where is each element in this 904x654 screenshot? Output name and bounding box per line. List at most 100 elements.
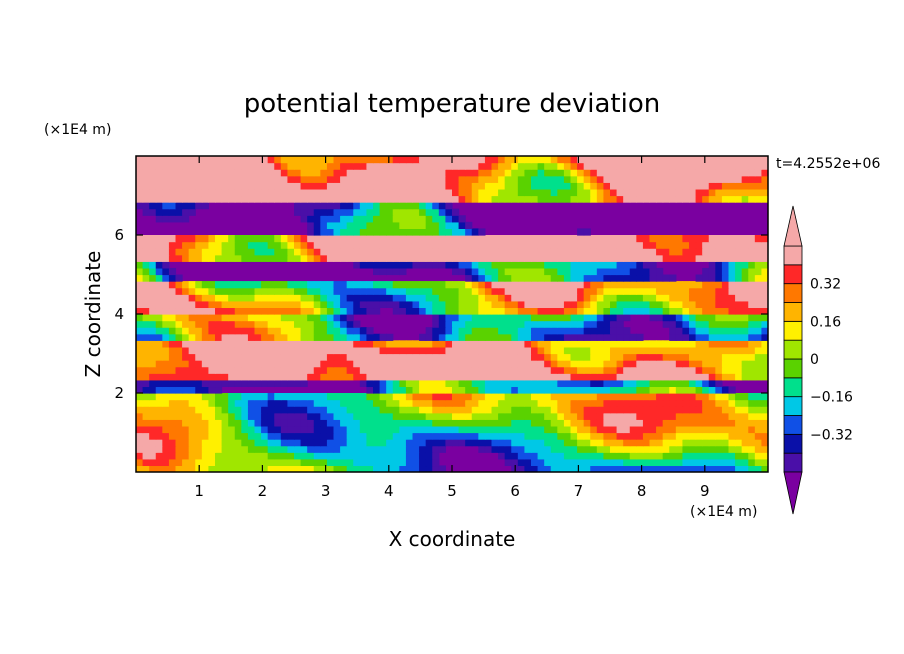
- field-cell: [320, 235, 328, 243]
- field-cell: [610, 188, 618, 197]
- field-cell: [215, 379, 223, 388]
- field-cell: [616, 287, 624, 295]
- field-cell: [379, 386, 387, 394]
- field-cell: [445, 162, 453, 170]
- field-cell: [563, 175, 572, 183]
- field-cell: [629, 393, 637, 401]
- field-cell: [136, 267, 144, 276]
- field-cell: [215, 340, 223, 348]
- field-cell: [254, 346, 262, 355]
- field-cell: [313, 346, 321, 355]
- field-cell: [142, 254, 150, 262]
- field-cell: [491, 366, 499, 374]
- field-cell: [662, 406, 670, 414]
- field-cell: [162, 320, 170, 328]
- field-cell: [649, 175, 657, 183]
- field-cell: [379, 156, 387, 164]
- field-cell: [412, 221, 420, 230]
- field-cell: [405, 425, 414, 434]
- field-cell: [741, 425, 749, 434]
- field-cell: [623, 360, 631, 368]
- field-cell: [300, 320, 308, 328]
- field-cell: [136, 294, 144, 302]
- field-cell: [307, 465, 315, 472]
- field-cell: [373, 281, 381, 289]
- field-cell: [452, 412, 460, 420]
- field-cell: [379, 235, 387, 243]
- field-cell: [570, 346, 578, 355]
- field-cell: [629, 182, 637, 190]
- field-cell: [524, 188, 532, 197]
- field-cell: [550, 452, 558, 460]
- field-cell: [708, 241, 716, 249]
- field-cell: [280, 182, 289, 190]
- field-cell: [669, 248, 677, 256]
- field-cell: [452, 379, 460, 388]
- field-cell: [280, 307, 289, 315]
- field-cell: [504, 267, 512, 276]
- field-cell: [294, 287, 302, 295]
- field-cell: [570, 458, 578, 467]
- field-cell: [221, 425, 229, 434]
- field-cell: [228, 314, 236, 322]
- field-cell: [247, 333, 256, 341]
- field-cell: [511, 406, 519, 414]
- field-cell: [682, 393, 690, 401]
- field-cell: [675, 406, 684, 414]
- field-cell: [550, 432, 558, 440]
- field-cell: [695, 425, 703, 434]
- field-cell: [531, 241, 539, 249]
- field-cell: [353, 439, 361, 447]
- field-cell: [629, 458, 637, 467]
- field-cell: [550, 287, 558, 295]
- field-cell: [320, 465, 328, 472]
- field-cell: [261, 412, 269, 420]
- field-cell: [557, 333, 565, 341]
- field-cell: [142, 156, 150, 164]
- field-cell: [583, 261, 591, 269]
- field-cell: [590, 366, 598, 374]
- field-cell: [353, 465, 361, 472]
- field-cell: [735, 307, 743, 315]
- field-cell: [287, 412, 295, 420]
- field-cell: [603, 393, 611, 401]
- field-cell: [458, 281, 466, 289]
- field-cell: [340, 340, 348, 348]
- field-cell: [136, 432, 144, 440]
- field-cell: [656, 346, 664, 355]
- field-cell: [596, 274, 605, 282]
- field-cell: [333, 314, 341, 322]
- field-cell: [234, 346, 242, 355]
- field-cell: [445, 182, 453, 190]
- field-cell: [201, 445, 210, 453]
- field-cell: [373, 340, 381, 348]
- field-cell: [155, 320, 163, 328]
- field-cell: [346, 314, 354, 322]
- field-cell: [728, 425, 736, 434]
- field-cell: [623, 393, 631, 401]
- field-cell: [596, 432, 605, 440]
- field-cell: [168, 195, 177, 203]
- field-cell: [359, 261, 368, 269]
- field-cell: [386, 439, 394, 447]
- field-cell: [379, 353, 387, 361]
- field-cell: [636, 346, 644, 355]
- field-cell: [721, 432, 730, 440]
- field-cell: [728, 412, 736, 420]
- field-cell: [405, 432, 414, 440]
- field-cell: [458, 248, 466, 256]
- field-cell: [629, 353, 637, 361]
- field-cell: [215, 399, 223, 407]
- field-cell: [313, 373, 321, 381]
- field-cell: [294, 452, 302, 460]
- field-cell: [136, 281, 144, 289]
- field-cell: [537, 419, 545, 427]
- field-cell: [577, 353, 585, 361]
- field-cell: [366, 327, 374, 335]
- field-cell: [517, 327, 526, 335]
- field-cell: [307, 254, 315, 262]
- field-cell: [669, 320, 677, 328]
- field-cell: [340, 314, 348, 322]
- field-cell: [735, 248, 743, 256]
- field-cell: [445, 340, 453, 348]
